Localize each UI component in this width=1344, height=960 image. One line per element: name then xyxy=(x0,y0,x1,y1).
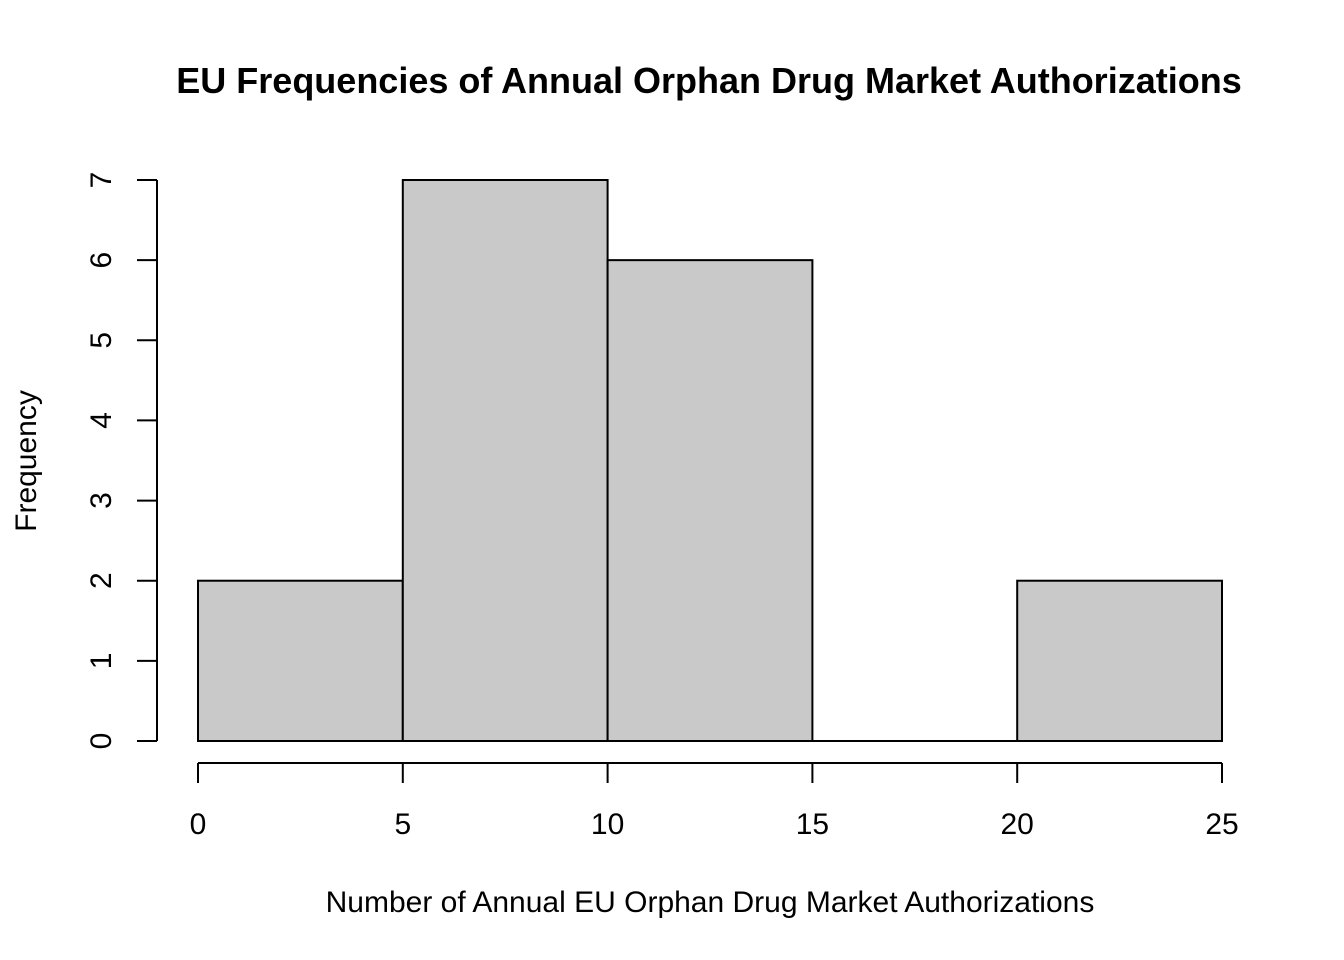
x-axis-label: Number of Annual EU Orphan Drug Market A… xyxy=(326,886,1095,919)
y-tick-label: 4 xyxy=(85,412,118,429)
histogram-bar-4 xyxy=(1016,579,1224,743)
y-axis: 0 1 2 3 4 5 6 7 xyxy=(85,172,158,750)
x-tick-label: 25 xyxy=(1205,808,1238,841)
x-tick-label: 15 xyxy=(796,808,829,841)
x-tick-label: 10 xyxy=(591,808,624,841)
y-tick-label: 0 xyxy=(85,733,118,750)
x-axis: 0 5 10 15 20 25 xyxy=(190,762,1239,841)
y-tick-label: 6 xyxy=(85,252,118,269)
x-tick-label: 0 xyxy=(190,808,207,841)
chart-title: EU Frequencies of Annual Orphan Drug Mar… xyxy=(176,60,1241,101)
histogram-bar-2 xyxy=(606,259,814,742)
y-tick-label: 5 xyxy=(85,332,118,349)
bars-group xyxy=(197,179,1224,743)
y-tick-label: 1 xyxy=(85,653,118,670)
y-axis-label: Frequency xyxy=(10,390,43,532)
y-tick-label: 7 xyxy=(85,172,118,189)
x-tick-label: 5 xyxy=(394,808,411,841)
x-tick-label: 20 xyxy=(1001,808,1034,841)
histogram-bar-1 xyxy=(401,179,609,742)
y-tick-label: 3 xyxy=(85,492,118,509)
histogram-bar-0 xyxy=(197,579,404,743)
y-tick-label: 2 xyxy=(85,572,118,589)
